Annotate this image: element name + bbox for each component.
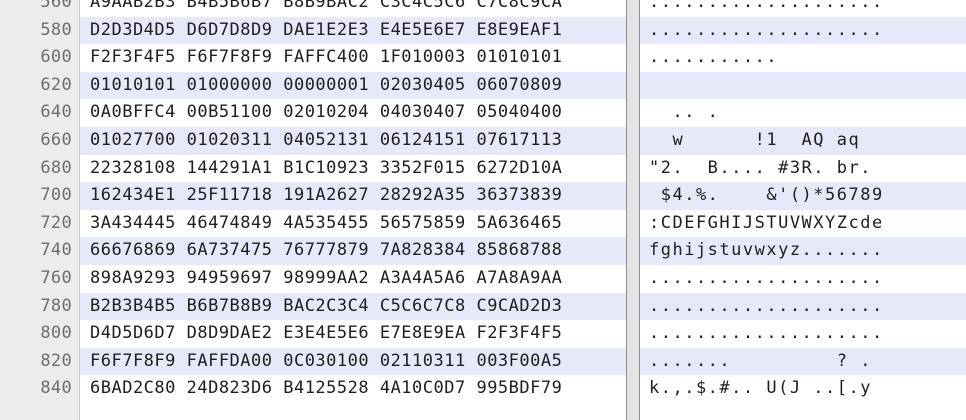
row-offset: 680 — [40, 157, 72, 178]
row-ascii-background — [640, 237, 966, 265]
row-offset: 560 — [40, 0, 72, 12]
row-ascii-text[interactable]: :CDEFGHIJSTUVWXYZcde — [649, 212, 884, 233]
row-hex-bytes[interactable]: F2F3F4F5 F6F7F8F9 FAFFC400 1F010003 0101… — [90, 47, 563, 68]
row-hex-bytes[interactable]: 01027700 01020311 04052131 06124151 0761… — [90, 129, 563, 150]
hex-row[interactable]: 800 D4D5D6D7 D8D9DAE2 E3E4E5E6 E7E8E9EA F… — [0, 320, 966, 348]
row-offset: 760 — [40, 267, 72, 288]
row-hex-background — [80, 347, 626, 376]
row-ascii-text[interactable]: w !1 AQ aq — [649, 129, 861, 150]
row-ascii-text[interactable]: ........... — [649, 47, 779, 68]
row-ascii-text[interactable]: "2. B.... #3R. br. — [649, 157, 872, 178]
row-hex-bytes[interactable]: 0A0BFFC4 00B51100 02010204 04030407 0504… — [90, 102, 563, 123]
row-ascii-text[interactable]: fghijstuvwxyz....... — [649, 240, 884, 261]
row-offset: 800 — [40, 323, 72, 344]
hex-row[interactable]: 760 898A9293 94959697 98999AA2 A3A4A5A6 A… — [0, 265, 966, 293]
row-hex-bytes[interactable]: B2B3B4B5 B6B7B8B9 BAC2C3C4 C5C6C7C8 C9CA… — [90, 295, 563, 316]
row-ascii-text[interactable]: k.,.$.#.. U(J ..[.y — [649, 378, 872, 399]
row-offset: 720 — [40, 212, 72, 233]
row-ascii-background — [640, 71, 966, 100]
row-offset: 600 — [40, 47, 72, 68]
hex-row[interactable]: 820 F6F7F8F9 FAFFDA00 0C030100 02110311 0… — [0, 347, 966, 376]
row-ascii-text[interactable]: .................... — [649, 295, 884, 316]
row-hex-bytes[interactable]: 6BAD2C80 24D823D6 B4125528 4A10C0D7 995B… — [90, 378, 563, 399]
hex-row[interactable]: 640 0A0BFFC4 00B51100 02010204 04030407 0… — [0, 99, 966, 127]
hex-row[interactable]: 740 66676869 6A737475 76777879 7A828384 8… — [0, 237, 966, 265]
hex-row[interactable]: 680 22328108 144291A1 B1C10923 3352F015 6… — [0, 155, 966, 183]
row-ascii-background — [640, 126, 966, 155]
row-ascii-background — [640, 16, 966, 45]
row-hex-background — [80, 71, 626, 100]
row-ascii-background — [640, 347, 966, 376]
pane-separator[interactable] — [626, 0, 640, 420]
row-ascii-text[interactable]: .................... — [649, 0, 884, 12]
row-hex-bytes[interactable]: 162434E1 25F11718 191A2627 28292A35 3637… — [90, 185, 563, 206]
row-hex-bytes[interactable]: 3A434445 46474849 4A535455 56575859 5A63… — [90, 212, 563, 233]
offset-gutter — [0, 0, 80, 420]
hex-row[interactable]: 660 01027700 01020311 04052131 06124151 0… — [0, 126, 966, 155]
row-offset: 640 — [40, 102, 72, 123]
row-hex-background — [80, 16, 626, 45]
row-ascii-text[interactable]: $4.%. &'()*56789 — [649, 185, 884, 206]
hex-row[interactable]: 840 6BAD2C80 24D823D6 B4125528 4A10C0D7 9… — [0, 375, 966, 403]
row-ascii-background — [640, 292, 966, 321]
hex-row[interactable]: 560 A9AAB2B3 B4B5B6B7 B8B9BAC2 C3C4C5C6 C… — [0, 0, 966, 17]
row-ascii-text[interactable]: .. . — [649, 102, 720, 123]
row-hex-bytes[interactable]: 66676869 6A737475 76777879 7A828384 8586… — [90, 240, 563, 261]
row-hex-background — [80, 126, 626, 155]
row-offset: 780 — [40, 295, 72, 316]
row-ascii-text[interactable]: .................... — [649, 267, 884, 288]
hex-row[interactable]: 620 01010101 01000000 00000001 02030405 0… — [0, 71, 966, 100]
row-offset: 700 — [40, 185, 72, 206]
row-hex-background — [80, 292, 626, 321]
row-offset: 660 — [40, 129, 72, 150]
hex-rows: 560 A9AAB2B3 B4B5B6B7 B8B9BAC2 C3C4C5C6 C… — [0, 0, 966, 403]
hex-row[interactable]: 720 3A434445 46474849 4A535455 56575859 5… — [0, 210, 966, 238]
row-ascii-background — [640, 182, 966, 210]
row-hex-bytes[interactable]: 22328108 144291A1 B1C10923 3352F015 6272… — [90, 157, 563, 178]
hex-row[interactable]: 580 D2D3D4D5 D6D7D8D9 DAE1E2E3 E4E5E6E7 E… — [0, 16, 966, 45]
row-ascii-text[interactable]: ....... ? . — [649, 350, 872, 371]
row-offset: 580 — [40, 19, 72, 40]
row-offset: 740 — [40, 240, 72, 261]
row-offset: 840 — [40, 378, 72, 399]
row-hex-background — [80, 182, 626, 210]
row-hex-bytes[interactable]: D4D5D6D7 D8D9DAE2 E3E4E5E6 E7E8E9EA F2F3… — [90, 323, 563, 344]
row-offset: 820 — [40, 350, 72, 371]
row-ascii-text[interactable]: .................... — [649, 323, 884, 344]
row-hex-bytes[interactable]: F6F7F8F9 FAFFDA00 0C030100 02110311 003F… — [90, 350, 563, 371]
row-hex-bytes[interactable]: 01010101 01000000 00000001 02030405 0607… — [90, 74, 563, 95]
hex-row[interactable]: 780 B2B3B4B5 B6B7B8B9 BAC2C3C4 C5C6C7C8 C… — [0, 292, 966, 321]
row-hex-bytes[interactable]: D2D3D4D5 D6D7D8D9 DAE1E2E3 E4E5E6E7 E8E9… — [90, 19, 563, 40]
row-hex-bytes[interactable]: 898A9293 94959697 98999AA2 A3A4A5A6 A7A8… — [90, 267, 563, 288]
hex-row[interactable]: 700 162434E1 25F11718 191A2627 28292A35 3… — [0, 182, 966, 210]
hex-row[interactable]: 600 F2F3F4F5 F6F7F8F9 FAFFC400 1F010003 0… — [0, 44, 966, 72]
row-ascii-text[interactable]: .................... — [649, 19, 884, 40]
row-hex-bytes[interactable]: A9AAB2B3 B4B5B6B7 B8B9BAC2 C3C4C5C6 C7C8… — [90, 0, 563, 12]
row-hex-background — [80, 237, 626, 265]
row-offset: 620 — [40, 74, 72, 95]
